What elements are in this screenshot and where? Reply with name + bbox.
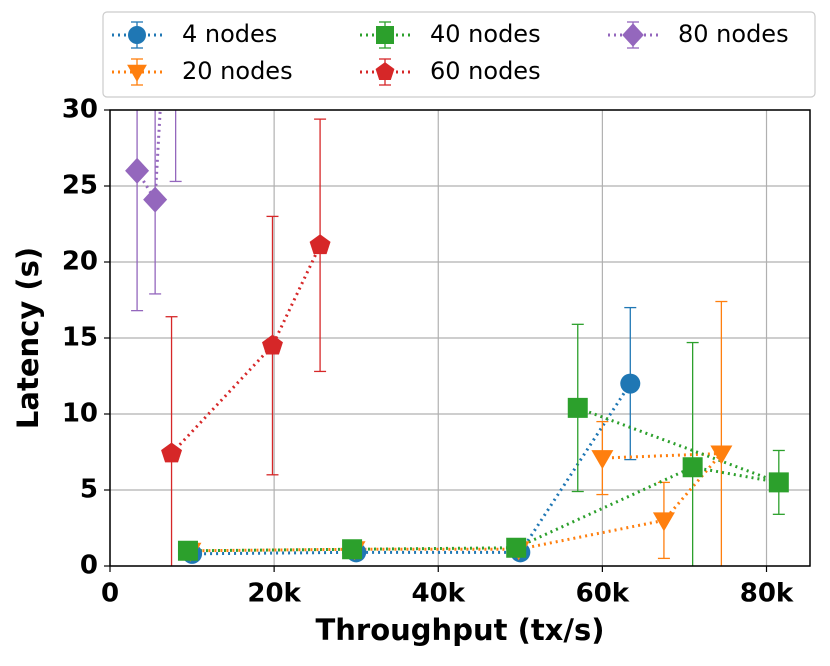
legend-label: 60 nodes [430,57,541,85]
legend-marker [128,26,146,44]
marker [125,157,150,184]
y-tick-label: 20 [62,247,98,277]
marker [652,512,675,532]
series-line [170,244,322,455]
series-line [192,382,632,556]
marker [768,472,789,493]
marker [177,540,198,561]
y-tick-label: 10 [62,399,98,429]
marker [342,539,363,560]
x-axis-label: Throughput (tx/s) [316,613,605,647]
y-tick-label: 30 [62,95,98,125]
y-tick-label: 15 [62,323,98,353]
plot-area [125,110,789,566]
y-tick-label: 0 [80,551,98,581]
x-tick-label: 0 [101,579,119,609]
x-tick-label: 40k [412,579,466,609]
legend-marker [622,23,644,47]
y-tick-label: 25 [62,171,98,201]
marker [161,442,183,463]
x-tick-label: 60k [576,579,630,609]
marker [591,450,614,470]
marker [262,334,283,355]
legend-marker [375,62,395,81]
y-tick-label: 5 [80,475,98,505]
legend-marker [376,26,394,44]
series-line [190,451,725,553]
marker [682,457,703,478]
marker [309,234,331,255]
plot-frame [109,109,811,567]
marker [143,186,168,213]
legend-label: 40 nodes [430,20,541,48]
y-axis-label: Latency (s) [11,247,45,429]
marker [620,373,641,394]
x-tick-label: 80k [740,579,794,609]
legend-label: 80 nodes [678,20,789,48]
legend-marker [127,64,147,82]
marker [710,445,733,465]
error-bar [169,110,182,183]
x-tick-label: 20k [247,579,301,609]
legend-label: 20 nodes [182,57,293,85]
marker [567,397,588,418]
series-line [187,406,780,553]
legend-label: 4 nodes [182,20,277,48]
marker [506,537,527,558]
